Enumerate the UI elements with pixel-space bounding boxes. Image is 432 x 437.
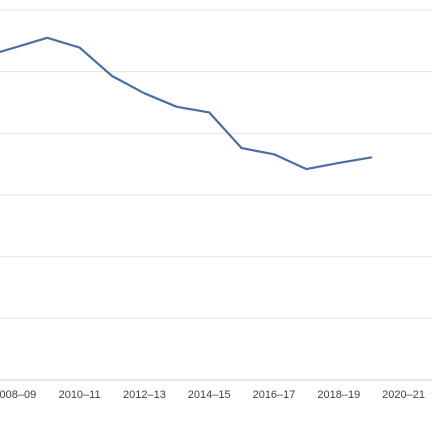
x-tick-label: 2008–09 [0, 389, 36, 401]
x-tick-labels: 2006–072008–092010–112012–132014–152016–… [0, 389, 425, 401]
x-tick-label: 2020–21 [382, 389, 425, 401]
x-tick-label: 2012–13 [123, 389, 166, 401]
x-tick-label: 2016–17 [253, 389, 296, 401]
gridlines [0, 10, 432, 318]
x-tick-label: 2010–11 [59, 389, 101, 401]
series-line [0, 38, 371, 169]
x-tick-label: 2014–15 [188, 389, 231, 401]
series-layer [0, 38, 371, 170]
x-tick-label: 2018–19 [317, 389, 360, 401]
